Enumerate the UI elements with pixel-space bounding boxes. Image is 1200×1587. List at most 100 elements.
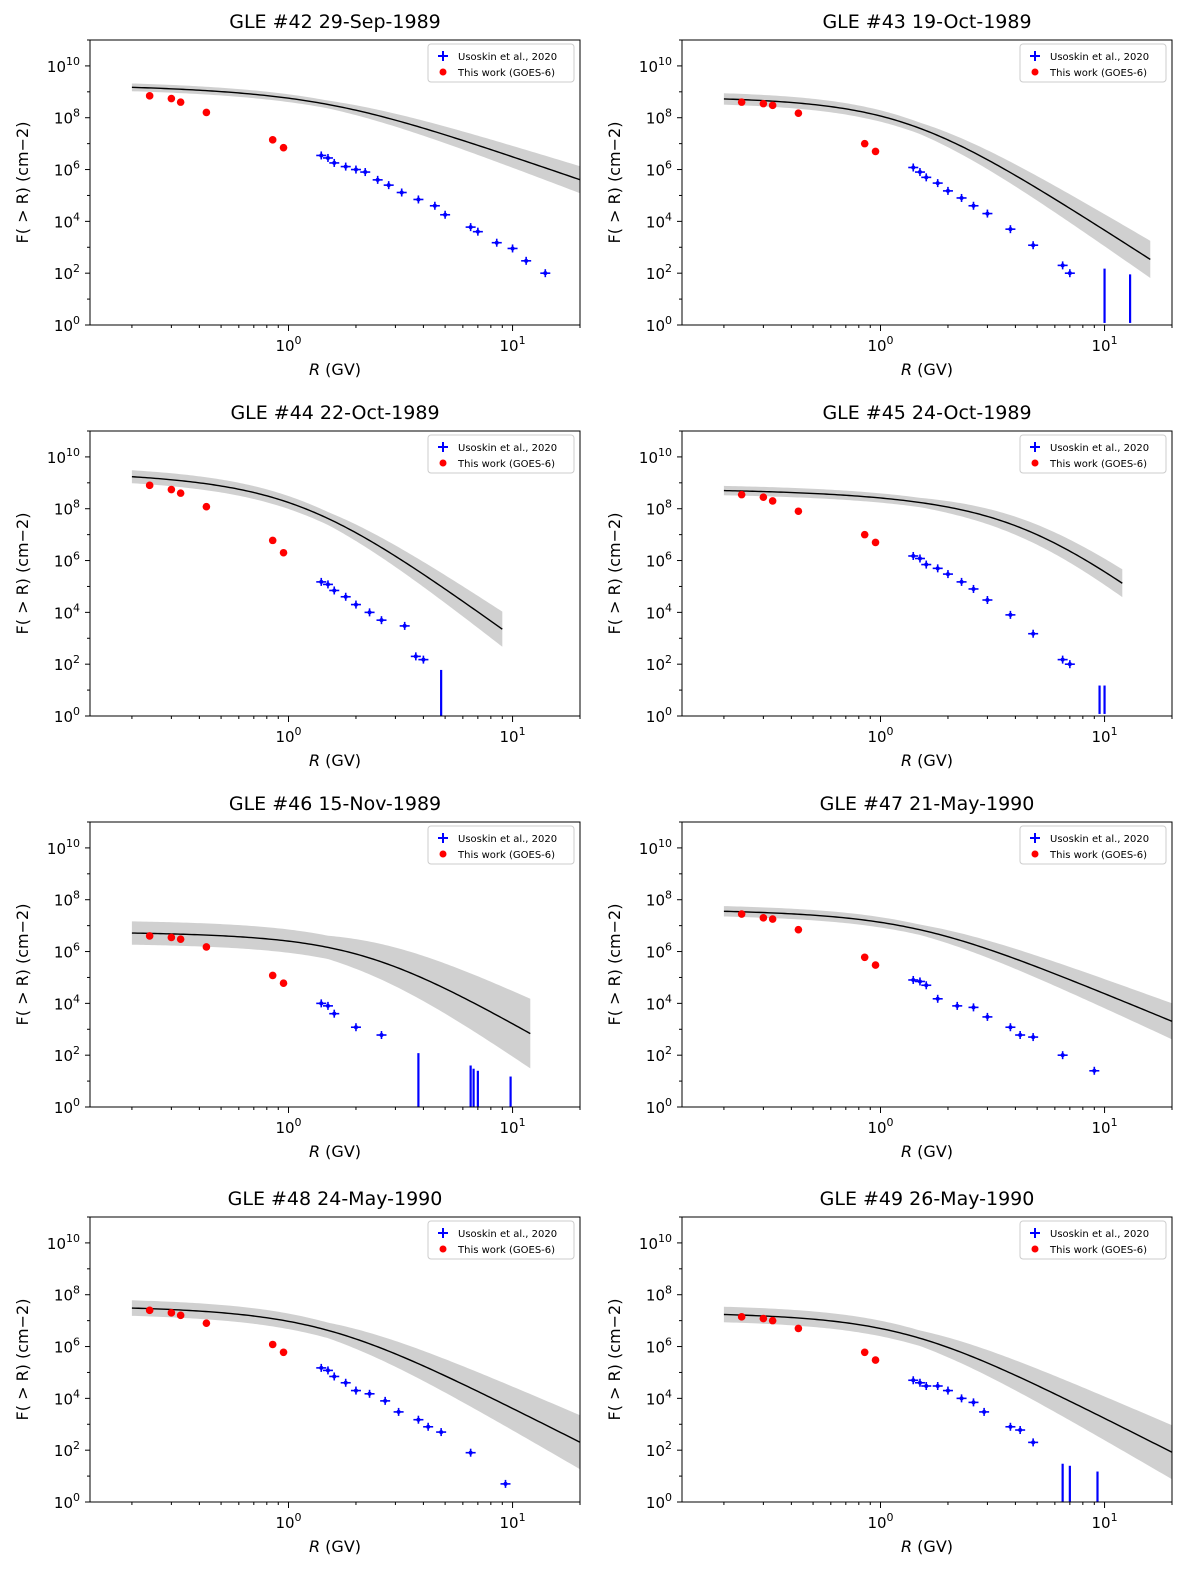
y-tick-label: 106 (646, 159, 672, 180)
goes-data-point (202, 1319, 211, 1327)
usoskin-data-point (319, 153, 324, 158)
usoskin-data-point (343, 164, 348, 169)
goes-data-point (794, 109, 803, 117)
legend: Usoskin et al., 2020 This work (GOES-6) (427, 825, 575, 865)
y-tick-label: 104 (646, 601, 672, 622)
y-axis-label: F( > R) (cm−2) (13, 1299, 32, 1421)
usoskin-data-point (959, 579, 964, 584)
y-tick-label: 100 (646, 705, 672, 726)
goes-data-point (279, 548, 288, 557)
goes-data-point (176, 489, 185, 497)
usoskin-data-point (402, 623, 407, 628)
goes-data-point (768, 915, 777, 923)
legend: Usoskin et al., 2020 This work (GOES-6) (1019, 434, 1167, 474)
legend-marker-goes (439, 850, 447, 858)
x-tick-label: 100 (275, 334, 301, 355)
y-tick-label: 108 (54, 889, 80, 910)
plot-frame (681, 1216, 1173, 1503)
usoskin-data-point (332, 1374, 337, 1379)
legend-frame (1019, 434, 1167, 474)
usoskin-data-point (416, 1417, 421, 1422)
y-tick-label: 108 (646, 498, 672, 519)
fit-curve (723, 1313, 1172, 1453)
fit-curve (131, 1307, 580, 1443)
usoskin-data-point (924, 562, 929, 567)
usoskin-data-point (959, 1396, 964, 1401)
legend-label: Usoskin et al., 2020 (458, 834, 557, 845)
chart-panel: GLE #43 19-Oct-1989 100 102 104 106 108 1010 10… (605, 11, 1173, 379)
chart-panel: GLE #42 29-Sep-1989 100 102 104 106 108 1010 10… (13, 11, 581, 379)
chart-panel: GLE #48 24-May-1990 100 102 104 106 108 1010 10… (13, 1188, 581, 1556)
y-tick-label: 1010 (639, 446, 672, 467)
y-tick-label: 102 (54, 262, 80, 283)
goes-data-point (268, 1340, 277, 1349)
goes-data-point (202, 502, 211, 511)
goes-data-point (202, 108, 211, 117)
usoskin-data-point (386, 183, 391, 188)
y-tick-label: 108 (54, 1284, 80, 1305)
usoskin-data-point (1067, 271, 1072, 276)
x-tick-label: 100 (867, 1116, 893, 1137)
usoskin-data-point (917, 1380, 922, 1385)
chart-title: GLE #43 19-Oct-1989 (822, 11, 1031, 33)
y-axis-label: F( > R) (cm−2) (605, 1299, 624, 1421)
x-tick-label: 100 (275, 1511, 301, 1532)
usoskin-data-point (416, 197, 421, 202)
legend-label: This work (GOES-6) (1049, 1245, 1147, 1256)
goes-data-point (871, 538, 880, 547)
usoskin-data-point (917, 979, 922, 984)
plot-area (131, 83, 580, 278)
chart-panel: GLE #47 21-May-1990 100 102 104 106 108 1010 10… (605, 793, 1173, 1161)
usoskin-data-point (363, 170, 368, 175)
y-tick-label: 100 (54, 314, 80, 335)
plot-frame (89, 39, 581, 326)
usoskin-data-point (1018, 1033, 1023, 1038)
y-tick-label: 102 (54, 1044, 80, 1065)
y-tick-label: 100 (54, 1096, 80, 1117)
usoskin-data-point (399, 190, 404, 195)
y-axis-label: F( > R) (cm−2) (605, 513, 624, 635)
usoskin-data-point (924, 175, 929, 180)
usoskin-data-point (396, 1409, 401, 1414)
legend-marker-goes (1031, 850, 1039, 858)
x-tick-label: 101 (1092, 725, 1118, 746)
x-tick-label: 100 (275, 725, 301, 746)
fit-curve (723, 98, 1151, 261)
y-tick-label: 100 (54, 1491, 80, 1512)
usoskin-data-point (935, 1384, 940, 1389)
legend-marker-goes (439, 459, 447, 467)
usoskin-data-point (917, 170, 922, 175)
legend-frame (427, 825, 575, 865)
goes-data-point (768, 1316, 777, 1325)
goes-data-point (860, 953, 869, 962)
x-axis-label: R (GV) (309, 1142, 361, 1161)
fit-uncertainty-band (723, 485, 1123, 598)
y-tick-label: 104 (54, 601, 80, 622)
goes-data-point (759, 914, 768, 922)
usoskin-data-point (353, 1025, 358, 1030)
goes-data-point (759, 493, 768, 501)
x-axis-label: R (GV) (309, 360, 361, 379)
usoskin-data-point (985, 598, 990, 603)
y-tick-label: 1010 (639, 55, 672, 76)
chart-panel: GLE #46 15-Nov-1989 100 102 104 106 108 1010 10… (13, 793, 581, 1161)
usoskin-data-point (985, 211, 990, 216)
legend-frame (427, 1220, 575, 1260)
legend-marker-goes (1031, 68, 1039, 76)
x-tick-label: 101 (1092, 1116, 1118, 1137)
usoskin-data-point (379, 618, 384, 623)
fit-uncertainty-band (723, 93, 1151, 279)
legend-marker-goes (439, 68, 447, 76)
y-tick-label: 1010 (47, 837, 80, 858)
y-axis-label: F( > R) (cm−2) (605, 904, 624, 1026)
y-tick-label: 102 (646, 653, 672, 674)
usoskin-data-point (1060, 263, 1065, 268)
plot-frame (681, 39, 1173, 326)
usoskin-data-point (413, 654, 418, 659)
usoskin-data-point (1031, 1440, 1036, 1445)
y-axis-label: F( > R) (cm−2) (605, 122, 624, 244)
y-tick-label: 108 (54, 498, 80, 519)
goes-data-point (268, 971, 277, 980)
usoskin-data-point (319, 1365, 324, 1370)
usoskin-data-point (353, 167, 358, 172)
